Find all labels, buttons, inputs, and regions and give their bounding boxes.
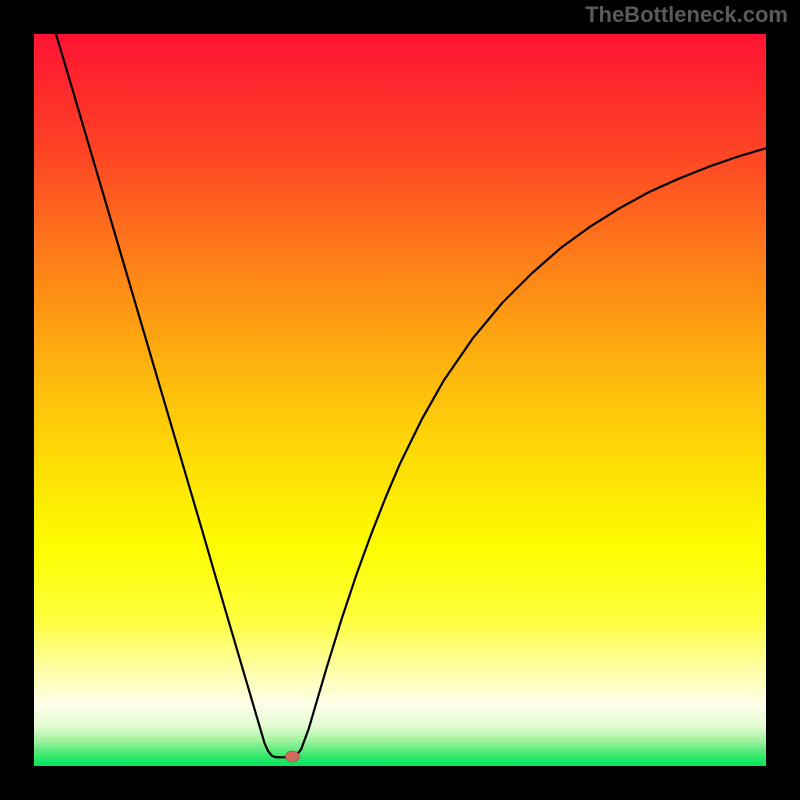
minimum-marker	[285, 751, 299, 762]
chart-container: TheBottleneck.com	[0, 0, 800, 800]
bottleneck-curve	[34, 34, 766, 766]
watermark-text: TheBottleneck.com	[585, 2, 788, 28]
curve-path	[56, 34, 766, 757]
plot-area	[34, 34, 766, 766]
